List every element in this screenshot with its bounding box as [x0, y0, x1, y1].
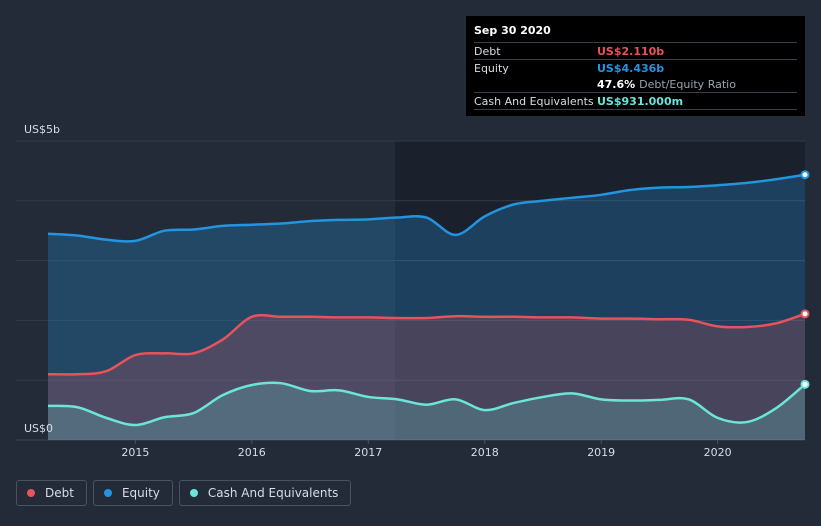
tooltip-row-ratio: 47.6% Debt/Equity Ratio: [474, 76, 797, 92]
cash-and-equivalents-line: [47, 381, 806, 427]
chart-grid: [16, 140, 805, 441]
debt-endpoint: [800, 309, 810, 319]
y-axis-ticks: US$0 US$5b: [24, 123, 60, 435]
debt-dot-icon: [27, 489, 35, 497]
x-axis-ticks: 2015 2016 2017 2018 2019 2020: [121, 440, 732, 459]
chart-legend: Debt Equity Cash And Equivalents: [16, 480, 352, 506]
tooltip-date: Sep 30 2020: [474, 24, 551, 37]
equity-dot-icon: [103, 489, 112, 497]
tooltip-ratio-label: Debt/Equity Ratio: [639, 77, 736, 91]
tooltip-cash-value: US$931.000m: [597, 94, 684, 108]
debt-line: [47, 312, 806, 376]
x-tick-label: 2019: [587, 446, 615, 459]
tooltip-cash-label: Cash And Equivalents: [474, 94, 594, 108]
tooltip-equity-label: Equity: [474, 61, 509, 75]
debt-area: [48, 313, 805, 440]
legend-debt-label: Debt: [45, 486, 74, 500]
x-tick-label: 2015: [121, 446, 149, 459]
equity-endpoint: [800, 170, 810, 180]
tooltip-ratio-value: 47.6%: [597, 77, 636, 91]
chart-endpoints: [800, 170, 810, 389]
equity-area: [48, 174, 805, 440]
y-tick-label: US$5b: [24, 123, 60, 136]
legend-item-cash[interactable]: Cash And Equivalents: [178, 480, 352, 506]
legend-item-equity[interactable]: Equity: [92, 480, 173, 506]
tooltip-equity-value: US$4.436b: [597, 61, 665, 75]
y-tick-label: US$0: [24, 422, 53, 435]
legend-item-debt[interactable]: Debt: [16, 480, 87, 506]
x-tick-label: 2020: [704, 446, 732, 459]
legend-cash-label: Cash And Equivalents: [207, 486, 339, 500]
cash-dot-icon: [189, 489, 198, 497]
cash-and-equivalents-endpoint: [800, 379, 810, 389]
tooltip-debt-label: Debt: [474, 44, 501, 58]
x-tick-label: 2016: [238, 446, 266, 459]
tooltip-row-debt: Debt US$2.110b: [474, 42, 797, 59]
cash-and-equivalents-area: [48, 382, 805, 440]
x-tick-label: 2017: [354, 446, 382, 459]
equity-line: [47, 173, 806, 243]
x-tick-label: 2018: [471, 446, 499, 459]
tooltip-row-cash: Cash And Equivalents US$931.000m: [474, 92, 797, 110]
chart-lines: [47, 173, 806, 427]
tooltip-debt-value: US$2.110b: [597, 44, 665, 58]
data-tooltip: Sep 30 2020 Debt US$2.110b Equity US$4.4…: [466, 16, 805, 116]
legend-equity-label: Equity: [121, 486, 160, 500]
chart-highlight-band: [395, 141, 805, 440]
tooltip-row-equity: Equity US$4.436b: [474, 59, 797, 76]
chart-areas: [48, 174, 805, 440]
